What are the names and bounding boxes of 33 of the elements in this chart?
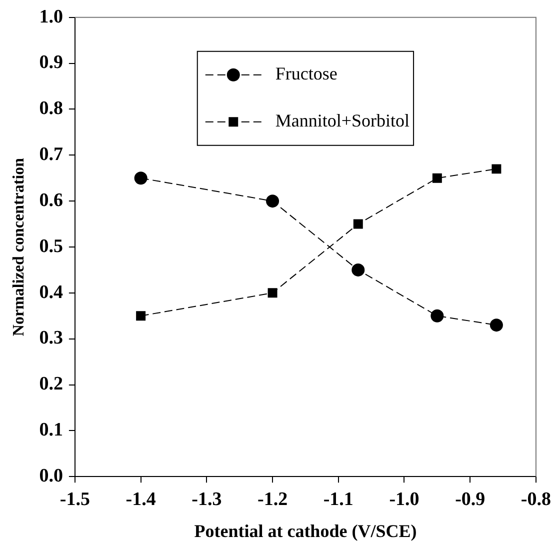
y-tick-label: 0.3 [39, 328, 63, 349]
y-tick-label: 0.7 [39, 144, 64, 166]
y-tick-label: 0.6 [39, 190, 63, 211]
x-tick-label: -1.1 [323, 488, 354, 510]
point [430, 309, 444, 322]
point [490, 318, 503, 332]
point [268, 288, 278, 298]
x-tick-label: -1.3 [192, 488, 222, 510]
y-tick-label: 1.0 [39, 6, 63, 28]
point [432, 173, 442, 183]
x-axis-title: Potential at cathode (V/SCE) [194, 520, 417, 541]
x-tick-label: -1.2 [257, 488, 288, 510]
point [352, 263, 365, 276]
y-tick-label: 0.5 [39, 236, 63, 257]
y-tick-label: 0.4 [39, 282, 64, 303]
point [492, 164, 502, 174]
x-tick-label: -0.8 [520, 488, 551, 510]
legend-label: Mannitol+Sorbitol [275, 110, 410, 131]
x-tick-label: -0.9 [455, 488, 486, 510]
point [353, 219, 363, 229]
point [134, 172, 148, 185]
x-tick-label: -1.5 [60, 488, 90, 510]
y-tick-label: 0.2 [39, 374, 63, 395]
y-tick-label: 0.9 [39, 52, 63, 74]
point [266, 194, 280, 208]
y-tick-label: 0.1 [39, 420, 63, 441]
y-axis-title: Normalized concentration [10, 158, 28, 336]
legend-label: Fructose [275, 64, 338, 84]
point [136, 311, 146, 321]
y-tick-label: 0.8 [39, 98, 63, 120]
x-tick-label: -1.0 [389, 488, 420, 510]
y-tick-label: 0.0 [39, 466, 63, 487]
x-tick-label: -1.4 [126, 488, 156, 510]
